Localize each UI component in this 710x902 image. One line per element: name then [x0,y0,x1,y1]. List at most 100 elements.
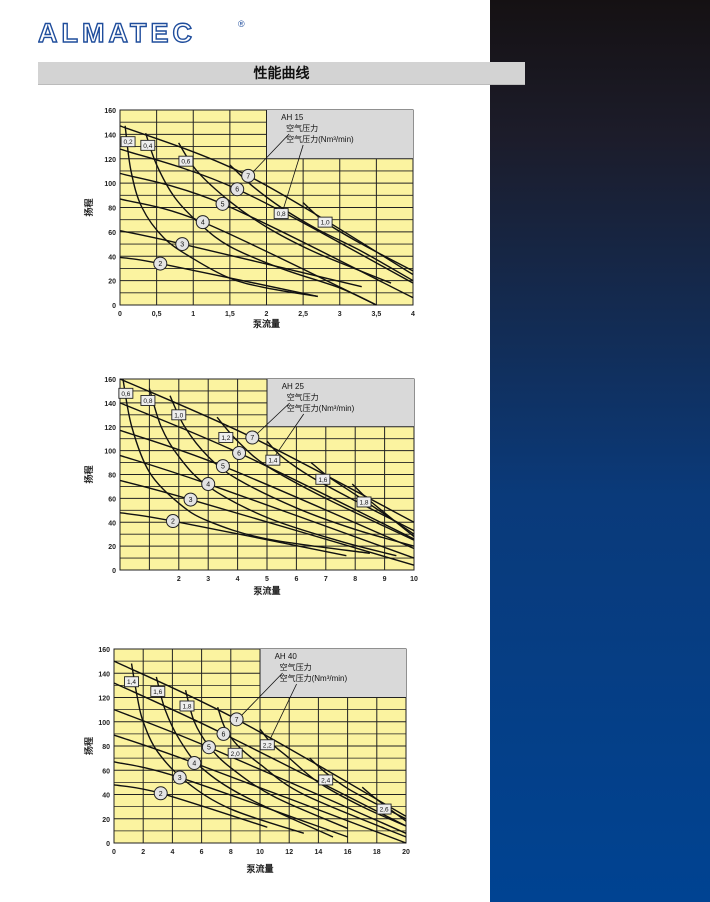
pressure-curve-3 [119,479,415,566]
y-tick-label: 80 [108,473,116,480]
x-tick-label: 16 [344,849,352,856]
y-tick-label: 120 [98,696,110,703]
almatec-logo: ALMATEC ® [38,18,245,48]
air-badge [318,774,334,786]
pressure-badge [215,459,230,474]
pressure-label: 6 [235,187,239,194]
pressure-curve-5 [119,172,414,299]
air-label: 1,6 [153,689,162,696]
page-title: 性能曲线 [253,66,310,82]
logo-text: ALMATEC [38,18,196,48]
callout-line-air [282,144,304,210]
pressure-label: 3 [178,775,182,782]
legend-pressure-label: 空气压力 [280,662,312,672]
x-axis-label: 泵流量 [246,863,273,874]
air-label: 0,6 [181,159,190,166]
pressure-curve-2 [119,256,318,298]
legend-pressure-label: 空气压力 [287,392,319,402]
pressure-badge [172,770,187,785]
y-tick-label: 20 [108,279,116,286]
pressure-label: 5 [221,201,225,208]
y-tick-label: 80 [102,744,110,751]
y-tick-label: 40 [102,793,110,800]
air-badge [376,803,392,815]
pressure-badge [215,196,230,211]
air-badge [179,700,195,712]
air-consumption-curve [266,440,415,532]
x-tick-label: 8 [229,849,233,856]
air-badge [317,216,333,228]
legend-pressure-label: 空气压力 [286,123,318,133]
x-tick-label: 3,5 [372,311,382,318]
legend-box [266,110,413,159]
pressure-label: 2 [159,791,163,798]
chart-ah40: 0 20 40 60 80 100 120 140 160 0 2 4 6 8 10 12 14 16 18 20 泵流… [83,647,410,874]
air-label: 1,0 [174,412,183,419]
y-tick-label: 60 [108,496,116,503]
air-badge [120,136,136,148]
air-label: 0,4 [143,143,152,150]
pressure-badge [230,182,245,197]
pressure-curve-6 [113,682,407,827]
pressure-badge [232,446,247,461]
callout-line-pressure [256,402,290,435]
x-tick-label: 20 [402,849,410,856]
y-axis-label: 扬程 [83,737,94,755]
x-tick-label: 5 [265,576,269,583]
pressure-badge [195,215,210,230]
y-tick-label: 80 [108,206,116,213]
pressure-curve-3 [119,229,362,288]
air-label: 1,0 [321,220,330,227]
pressure-badge [216,726,231,741]
x-tick-label: 10 [256,849,264,856]
air-consumption-curve [169,395,415,547]
x-tick-label: 0 [118,311,122,318]
pressure-curve-4 [113,734,407,844]
callout-line-pressure [251,133,290,174]
pressure-curve-2 [119,512,347,557]
pressure-badge [175,237,190,252]
pressure-badge [229,712,244,727]
pressure-badge [187,755,202,770]
x-tick-label: 3 [338,311,342,318]
legend-title: AH 25 [282,382,305,391]
registered-mark: ® [238,19,245,29]
pressure-curve-4 [119,454,415,559]
y-tick-label: 100 [98,720,110,727]
air-consumption-curve [184,690,348,830]
legend-air-label: 空气压力(Nm³/min) [286,134,354,144]
y-tick-label: 120 [104,425,116,432]
air-label: 1,8 [182,703,191,710]
legend-air-label: 空气压力(Nm³/min) [287,403,355,413]
callout-line-air [274,413,305,457]
callout-line-pressure [240,672,283,717]
air-consumption-curve [361,786,407,822]
legend-title: AH 40 [275,652,298,661]
y-tick-label: 20 [108,544,116,551]
y-tick-label: 20 [102,817,110,824]
x-tick-label: 4 [236,576,240,583]
y-axis-label: 扬程 [83,198,94,216]
pressure-badge [201,477,216,492]
x-tick-label: 18 [373,849,381,856]
x-tick-label: 2 [177,576,181,583]
pressure-label: 5 [221,464,225,471]
air-badge [356,496,372,508]
legend-box [260,649,406,698]
air-badge [124,676,139,688]
pressure-badge [241,168,256,183]
y-tick-label: 100 [104,181,116,188]
air-badge [140,139,156,151]
x-tick-label: 10 [410,576,418,583]
x-tick-label: 0,5 [152,311,162,318]
air-label: 1,4 [127,679,136,686]
air-badge [178,155,194,167]
pressure-badge [201,740,216,755]
air-label: 1,2 [221,435,230,442]
chart-ah15: 0 20 40 60 80 100 120 140 160 0 0,5 1 1,5 2 2,5 3 3,5 4 泵流… [83,108,415,329]
x-tick-label: 14 [315,849,323,856]
y-tick-label: 0 [112,568,116,575]
y-tick-label: 160 [104,377,116,384]
y-tick-label: 0 [106,841,110,848]
y-tick-label: 140 [104,401,116,408]
